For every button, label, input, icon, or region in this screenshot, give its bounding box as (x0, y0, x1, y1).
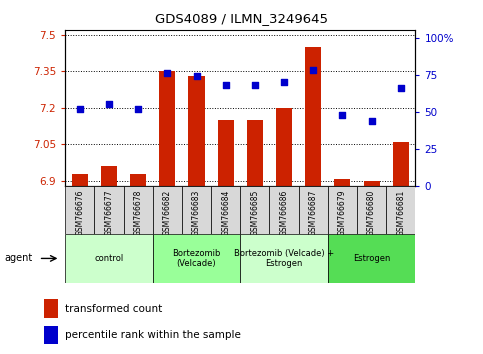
Bar (270, 186, 298, 234)
Text: control: control (94, 254, 124, 263)
Bar (44, 299, 58, 318)
Point (339, 112, 346, 118)
Bar (211, 186, 241, 234)
Bar (65, 186, 94, 234)
Bar (65, 234, 153, 283)
Text: transformed count: transformed count (65, 304, 162, 314)
Text: GSM766678: GSM766678 (134, 190, 142, 236)
Point (368, 118, 375, 124)
Text: GSM766684: GSM766684 (221, 190, 230, 236)
Bar (241, 186, 270, 234)
Bar (188, 76, 204, 186)
Text: Bortezomib
(Velcade): Bortezomib (Velcade) (172, 249, 221, 268)
Text: GSM766686: GSM766686 (280, 190, 288, 236)
Point (163, 70, 171, 76)
Text: agent: agent (5, 253, 33, 263)
Bar (328, 234, 415, 283)
Text: GSM766679: GSM766679 (338, 190, 347, 236)
Text: Bortezomib (Velcade) +
Estrogen: Bortezomib (Velcade) + Estrogen (234, 249, 334, 268)
Bar (276, 108, 292, 186)
Bar (393, 142, 409, 186)
Bar (130, 174, 146, 186)
Bar (124, 186, 153, 234)
Point (105, 102, 113, 107)
Point (76, 106, 84, 112)
Bar (101, 166, 117, 186)
Text: GSM766677: GSM766677 (104, 190, 114, 236)
Text: percentile rank within the sample: percentile rank within the sample (65, 330, 241, 340)
Bar (44, 326, 58, 344)
Text: GSM766680: GSM766680 (367, 190, 376, 236)
Bar (298, 186, 328, 234)
Text: Estrogen: Estrogen (353, 254, 390, 263)
Text: GSM766683: GSM766683 (192, 190, 201, 236)
Point (134, 106, 142, 112)
Bar (334, 178, 351, 186)
Point (222, 82, 229, 88)
Bar (247, 120, 263, 186)
Point (397, 85, 405, 91)
Bar (72, 174, 88, 186)
Bar (153, 186, 182, 234)
Bar (357, 186, 386, 234)
Text: GSM766681: GSM766681 (396, 190, 405, 236)
Bar (94, 186, 124, 234)
Text: GSM766682: GSM766682 (163, 190, 172, 236)
Text: GSM766687: GSM766687 (309, 190, 318, 236)
Bar (153, 234, 241, 283)
Bar (182, 186, 211, 234)
Bar (241, 234, 328, 283)
Point (280, 79, 288, 85)
Point (251, 82, 259, 88)
Bar (386, 186, 415, 234)
Bar (159, 72, 175, 186)
Text: GDS4089 / ILMN_3249645: GDS4089 / ILMN_3249645 (155, 12, 328, 25)
Bar (364, 181, 380, 186)
Text: GSM766676: GSM766676 (75, 190, 85, 236)
Bar (328, 186, 357, 234)
Bar (218, 120, 234, 186)
Point (193, 73, 200, 79)
Point (310, 67, 317, 73)
Bar (305, 47, 321, 186)
Text: GSM766685: GSM766685 (250, 190, 259, 236)
